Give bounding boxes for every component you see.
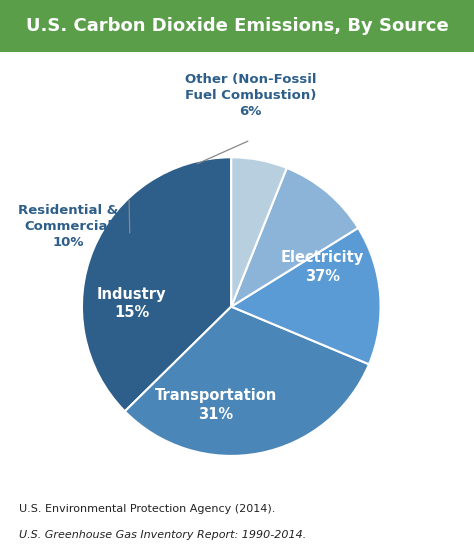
Text: Industry
15%: Industry 15% xyxy=(97,287,166,320)
Text: Transportation
31%: Transportation 31% xyxy=(155,388,277,422)
Text: Other (Non-Fossil
Fuel Combustion)
6%: Other (Non-Fossil Fuel Combustion) 6% xyxy=(185,73,316,119)
FancyBboxPatch shape xyxy=(0,0,474,52)
Wedge shape xyxy=(231,168,358,306)
Text: Electricity
37%: Electricity 37% xyxy=(281,251,364,284)
Text: U.S. Greenhouse Gas Inventory Report: 1990-2014.: U.S. Greenhouse Gas Inventory Report: 19… xyxy=(19,530,306,540)
Wedge shape xyxy=(125,306,369,456)
Text: U.S. Carbon Dioxide Emissions, By Source: U.S. Carbon Dioxide Emissions, By Source xyxy=(26,17,448,35)
Wedge shape xyxy=(231,228,381,364)
Wedge shape xyxy=(231,157,287,306)
Text: U.S. Environmental Protection Agency (2014).: U.S. Environmental Protection Agency (20… xyxy=(19,504,275,514)
Text: Residential &
Commercial
10%: Residential & Commercial 10% xyxy=(18,203,118,249)
Wedge shape xyxy=(82,157,231,411)
